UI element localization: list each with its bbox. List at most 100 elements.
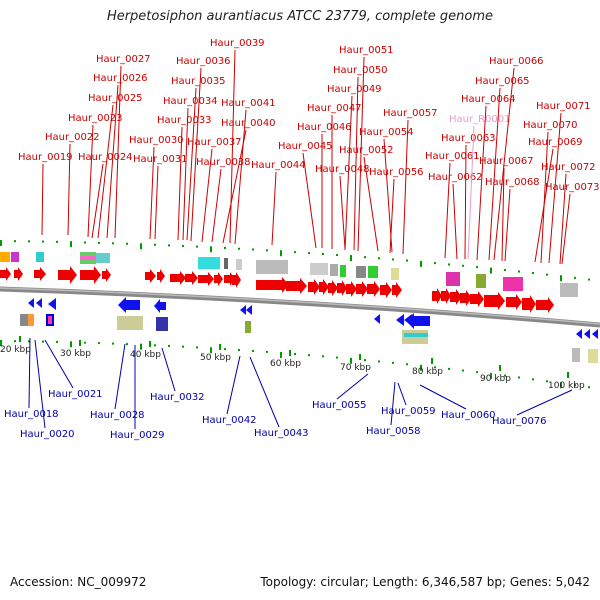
tick-dot <box>392 361 394 364</box>
gene-label[interactable]: Haur_0040 <box>221 118 276 129</box>
gene-label[interactable]: Haur_0021 <box>48 389 103 400</box>
gene-label[interactable]: Haur_0023 <box>68 113 123 124</box>
gene-label[interactable]: Haur_0062 <box>428 172 483 183</box>
tick-dot <box>588 386 590 389</box>
gene-label[interactable]: Haur_0064 <box>461 94 516 105</box>
scale-tick-label: 60 kbp <box>270 359 301 369</box>
gene-label[interactable]: Haur_0055 <box>312 400 367 411</box>
tick-dot <box>322 355 324 358</box>
gene-label[interactable]: Haur_0056 <box>369 167 424 178</box>
gene-label[interactable]: Haur_0059 <box>381 406 436 417</box>
scale-tick-label: 40 kbp <box>130 350 161 360</box>
gene-label[interactable]: Haur_0073 <box>545 182 600 193</box>
gene-label[interactable]: Haur_0065 <box>475 76 530 87</box>
gene-label[interactable]: Haur_0058 <box>366 426 421 437</box>
scale-tick-dots <box>0 240 590 389</box>
gene-label[interactable]: Haur_0069 <box>528 137 583 148</box>
gene-label[interactable]: Haur_0034 <box>163 96 218 107</box>
gene-label[interactable]: Haur_0068 <box>485 177 540 188</box>
gene-label[interactable]: Haur_0030 <box>129 135 184 146</box>
scale-tick-label: 50 kbp <box>200 353 231 363</box>
gene-label[interactable]: Haur_0043 <box>254 428 309 439</box>
tick-dot <box>210 246 212 253</box>
gene-label[interactable]: Haur_0031 <box>133 154 188 165</box>
tick-dot <box>182 244 184 247</box>
gene-label[interactable]: Haur_0070 <box>523 120 578 131</box>
gene-label[interactable]: Haur_0051 <box>339 45 394 56</box>
tick-dot <box>308 252 310 255</box>
gene-label[interactable]: Haur_0044 <box>251 160 306 171</box>
gene-connector <box>353 76 359 251</box>
gene-label[interactable]: Haur_0037 <box>187 137 242 148</box>
genome-backbone <box>0 286 600 328</box>
tick-dot <box>574 276 576 279</box>
gene-label[interactable]: Haur_0041 <box>221 98 276 109</box>
gene-connector <box>28 337 31 409</box>
tick-dot <box>434 366 436 369</box>
tick-dot <box>406 259 408 262</box>
gene-label[interactable]: Haur_0028 <box>90 410 145 421</box>
gene-label[interactable]: Haur_R0001 <box>449 114 511 125</box>
gene-label[interactable]: Haur_0066 <box>489 56 544 67</box>
forward-genes <box>0 266 554 313</box>
tick-dot <box>546 380 548 383</box>
gene-label[interactable]: Haur_0050 <box>333 65 388 76</box>
tick-dot <box>14 240 16 243</box>
gene-label[interactable]: Haur_0038 <box>196 157 251 168</box>
gene-label[interactable]: Haur_0060 <box>441 410 496 421</box>
gene-connector <box>548 112 562 264</box>
gene-label[interactable]: Haur_0027 <box>96 54 151 65</box>
gene-label[interactable]: Haur_0049 <box>327 84 382 95</box>
gene-label[interactable]: Haur_0032 <box>150 392 205 403</box>
gene-label[interactable]: Haur_0048 <box>315 164 370 175</box>
gene-label[interactable]: Haur_0029 <box>110 430 165 441</box>
gene-label[interactable]: Haur_0039 <box>210 38 265 49</box>
tick-dot <box>168 344 170 347</box>
gene-label[interactable]: Haur_0019 <box>18 152 73 163</box>
tick-dot <box>210 347 212 354</box>
tick-dot <box>322 253 324 256</box>
gene-label[interactable]: Haur_0054 <box>359 127 414 138</box>
gene-label[interactable]: Haur_0036 <box>176 56 231 67</box>
gene-label[interactable]: Haur_0052 <box>339 145 394 156</box>
gene-connector <box>402 119 409 255</box>
tick-dot <box>336 356 338 359</box>
tick-dot <box>490 267 492 274</box>
gene-connector <box>540 131 549 264</box>
gene-label[interactable]: Haur_0076 <box>492 416 547 427</box>
gene-connector <box>161 347 176 392</box>
gene-label[interactable]: Haur_0042 <box>202 415 257 426</box>
gene-label[interactable]: Haur_0020 <box>20 429 75 440</box>
gene-label[interactable]: Haur_0025 <box>88 93 143 104</box>
gene-label[interactable]: Haur_0045 <box>278 141 333 152</box>
tick-dot <box>378 360 380 363</box>
tick-dot <box>420 364 422 371</box>
tick-dot <box>126 242 128 245</box>
gene-label[interactable]: Haur_0018 <box>4 409 59 420</box>
gene-label[interactable]: Haur_0024 <box>78 152 133 163</box>
gene-label[interactable]: Haur_0022 <box>45 132 100 143</box>
gene-connector <box>211 168 222 243</box>
tick-dot <box>56 240 58 243</box>
gene-label[interactable]: Haur_0063 <box>441 133 496 144</box>
scale-tick-label: 20 kbp <box>0 345 31 355</box>
gene-connector <box>336 373 369 400</box>
gene-label[interactable]: Haur_0057 <box>383 108 438 119</box>
gene-label[interactable]: Haur_0067 <box>479 156 534 167</box>
gene-label[interactable]: Haur_0061 <box>425 151 480 162</box>
gene-label[interactable]: Haur_0071 <box>536 101 591 112</box>
tick-dot <box>84 341 86 344</box>
tick-dot <box>588 278 590 281</box>
gene-connector <box>501 167 505 262</box>
tick-dot <box>504 374 506 377</box>
gene-connector <box>229 49 236 244</box>
gene-label[interactable]: Haur_0035 <box>171 76 226 87</box>
gene-connector <box>559 173 567 265</box>
gene-label[interactable]: Haur_0072 <box>541 162 596 173</box>
gene-connector <box>493 67 515 261</box>
gene-label[interactable]: Haur_0033 <box>157 115 212 126</box>
gene-label[interactable]: Haur_0046 <box>297 122 352 133</box>
tick-dot <box>420 260 422 267</box>
gene-label[interactable]: Haur_0047 <box>307 103 362 114</box>
